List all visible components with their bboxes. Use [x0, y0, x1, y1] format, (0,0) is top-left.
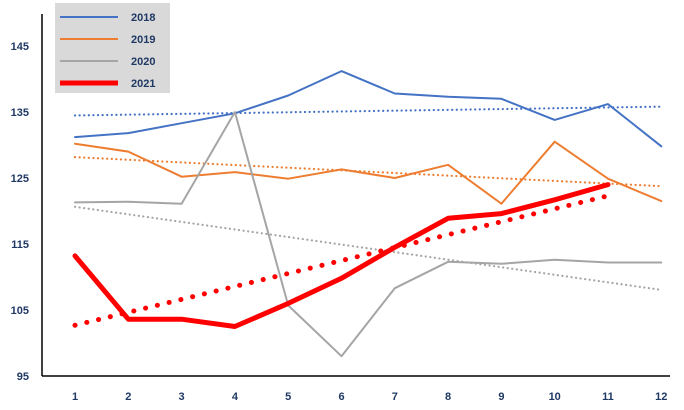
- y-tick-labels: 95 105 115 125 135 145: [11, 41, 29, 383]
- axes: [41, 14, 670, 377]
- x-tick-label: 3: [179, 391, 185, 403]
- x-tick-label: 8: [445, 391, 451, 403]
- x-tick-label: 12: [655, 391, 667, 403]
- series-lines: [72, 70, 663, 358]
- series-line-2021: [72, 182, 611, 329]
- series-line-2019: [74, 140, 663, 205]
- legend: 2018 2019 2020 2021: [55, 3, 170, 93]
- series-line-2020: [74, 111, 663, 358]
- x-tick-label: 9: [498, 391, 504, 403]
- y-tick-label: 115: [11, 239, 29, 251]
- x-tick-label: 2: [125, 391, 131, 403]
- legend-label-2020: 2020: [131, 56, 155, 68]
- trendline-2019: [73, 156, 663, 188]
- x-tick-label: 10: [549, 391, 561, 403]
- trendlines: [72, 105, 663, 328]
- x-tick-label: 4: [232, 391, 239, 403]
- x-tick-label: 11: [602, 391, 614, 403]
- x-tick-label: 1: [72, 391, 78, 403]
- y-tick-label: 145: [11, 41, 29, 53]
- y-tick-label: 95: [17, 371, 29, 383]
- legend-label-2021: 2021: [131, 78, 155, 90]
- y-tick-label: 135: [11, 107, 29, 119]
- x-tick-label: 5: [285, 391, 291, 403]
- legend-label-2018: 2018: [131, 12, 155, 24]
- x-tick-labels: 1 2 3 4 5 6 7 8 9 10 11 12: [72, 391, 667, 403]
- x-tick-label: 6: [338, 391, 344, 403]
- series-line-2018: [74, 70, 663, 148]
- y-tick-label: 105: [11, 305, 29, 317]
- legend-label-2019: 2019: [131, 34, 155, 46]
- y-tick-label: 125: [11, 173, 29, 185]
- x-tick-label: 7: [392, 391, 398, 403]
- trendline-2018: [73, 105, 663, 117]
